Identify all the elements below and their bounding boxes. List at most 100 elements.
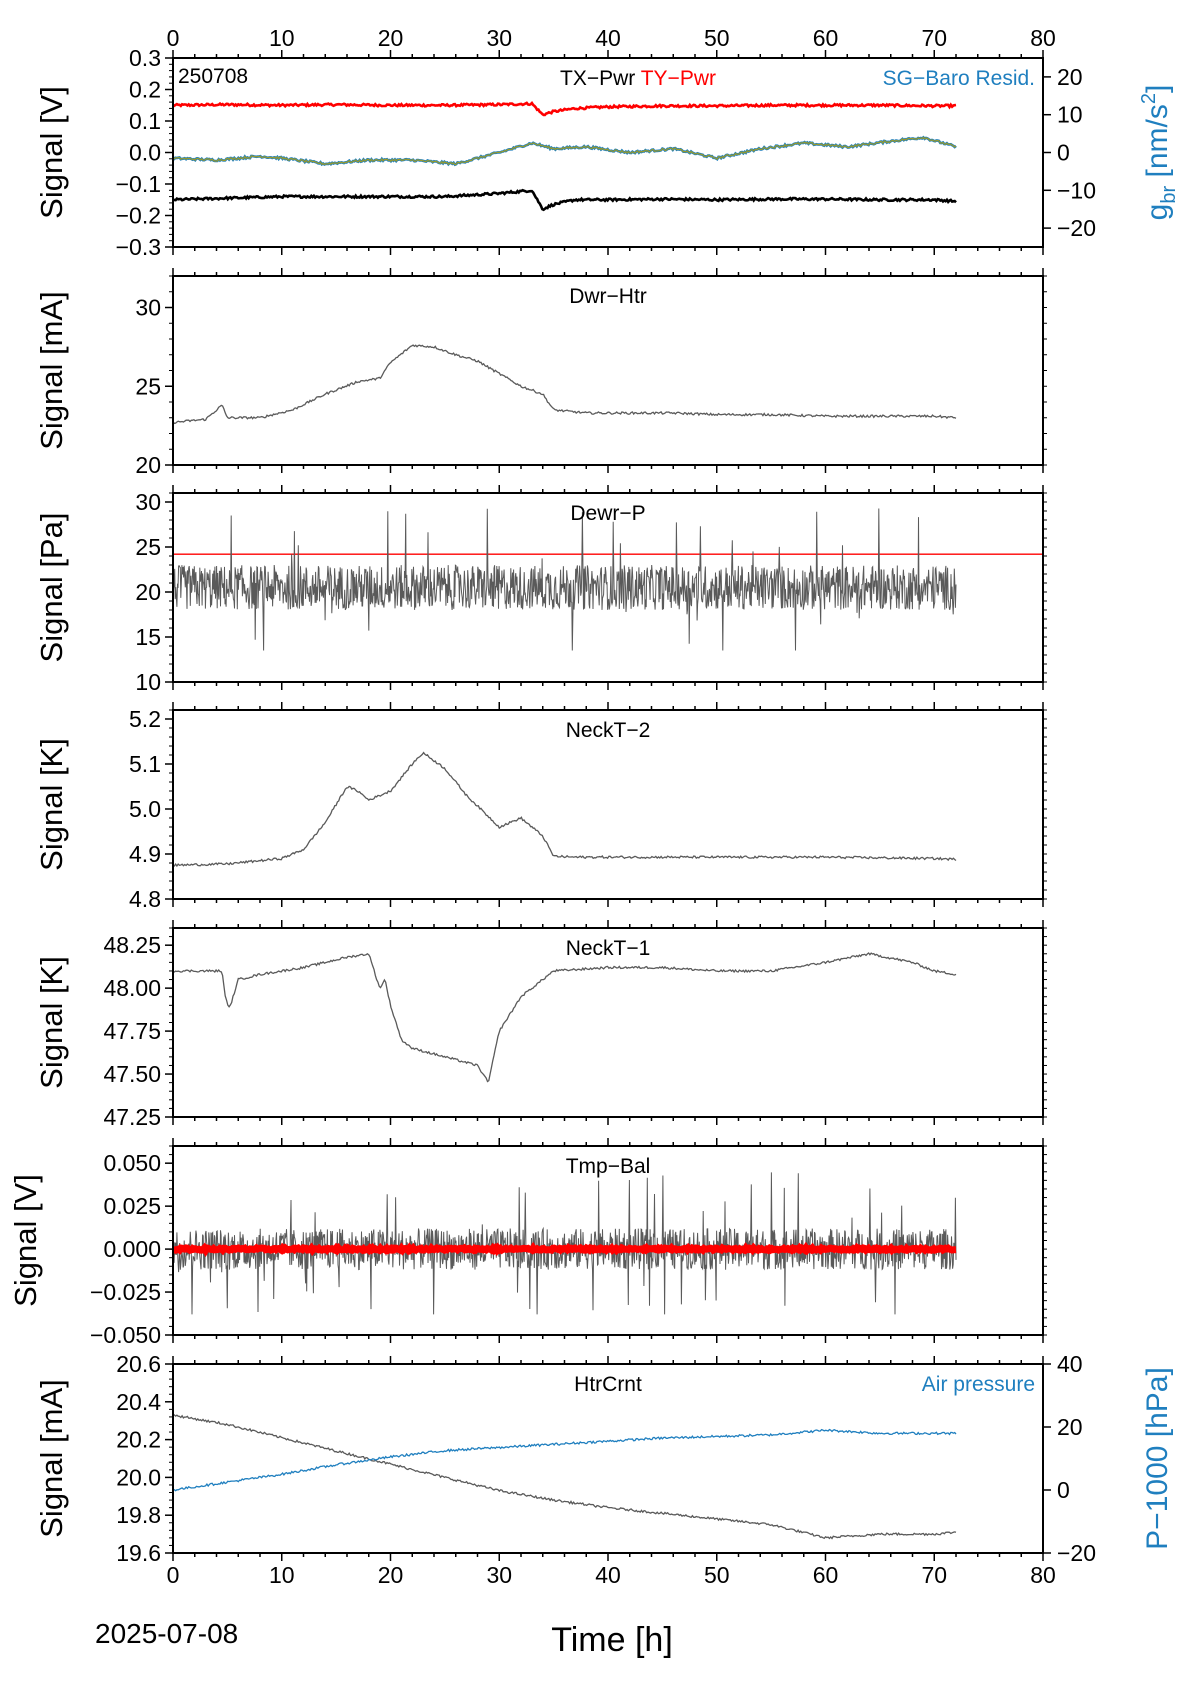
series-0: [173, 508, 957, 651]
series-sg-baro-resid--line: [173, 135, 957, 167]
series-htrcrnt-line: [173, 1413, 957, 1540]
y-axis-label: Signal [K]: [34, 738, 69, 871]
y-axis-label: Signal [V]: [8, 1174, 43, 1307]
y-tick-label: 20.4: [116, 1389, 161, 1415]
x-tick-label-top: 0: [167, 25, 180, 51]
x-tick-label: 50: [704, 1562, 730, 1588]
x-tick-label-top: 70: [921, 25, 947, 51]
panel-p4: 4.8 4.9 5.0 5.1 5.2 Signal [K] NeckT−2: [34, 702, 1047, 912]
x-tick-label: 20: [378, 1562, 404, 1588]
y-tick-label: 25: [135, 534, 161, 560]
series-0-line: [173, 952, 957, 1083]
y-tick-label: −0.050: [90, 1322, 161, 1348]
y-tick-label: 5.1: [129, 751, 161, 777]
panel-title-part: TX−Pwr: [560, 67, 635, 90]
y-tick-label: 30: [135, 489, 161, 515]
right-y-axis-label-part: g: [1141, 204, 1174, 221]
panel-title: Dwr−Htr: [569, 285, 647, 308]
y-axis-label: Signal [K]: [34, 956, 69, 1089]
right-y-tick-label: −20: [1057, 215, 1096, 241]
plot-area: [173, 952, 957, 1083]
panel-p7: 19.6 19.8 20.0 20.2 20.4 20.6 −20 0 20 40 P−1000 […: [34, 1351, 1174, 1588]
x-tick-label-top: 50: [704, 25, 730, 51]
right-y-tick-label: −10: [1057, 177, 1096, 203]
y-tick-label: 20.6: [116, 1351, 161, 1377]
series-sg-baro-resid--model-line: [173, 136, 957, 166]
plot-area: [173, 1413, 957, 1540]
right-y-tick-label: 0: [1057, 1477, 1070, 1503]
legend-label: SG−Baro Resid.: [883, 67, 1035, 90]
y-tick-label: 0.050: [103, 1150, 161, 1176]
date-label: 2025-07-08: [95, 1618, 238, 1649]
y-tick-label: 20: [135, 452, 161, 478]
y-tick-label: 0.0: [129, 140, 161, 166]
plot-area: [173, 1172, 957, 1315]
panel-p6: −0.050 −0.025 0.000 0.025 0.050 Signal [V] Tmp…: [8, 1138, 1047, 1348]
panel-p5: 47.25 47.50 47.75 48.00 48.25 Signal [K] NeckT…: [34, 920, 1047, 1130]
x-tick-label: 30: [486, 1562, 512, 1588]
right-y-tick-label: 20: [1057, 64, 1083, 90]
y-tick-label: 15: [135, 624, 161, 650]
series-tx-pwr-line: [173, 188, 957, 212]
y-tick-label: 4.8: [129, 886, 161, 912]
plot-area: [173, 344, 957, 425]
x-tick-label: 70: [921, 1562, 947, 1588]
panel-title: TX−Pwr TY−Pwr: [560, 67, 716, 90]
y-tick-label: 19.8: [116, 1502, 161, 1528]
panel-p3: 10 15 20 25 30 Signal [Pa] Dewr−P: [34, 485, 1047, 695]
right-y-tick-label: 0: [1057, 140, 1070, 166]
legend-label: Air pressure: [922, 1373, 1035, 1396]
x-tick-label-top: 40: [595, 25, 621, 51]
y-axis-label: Signal [mA]: [34, 1379, 69, 1538]
y-tick-label: 5.2: [129, 706, 161, 732]
x-tick-label: 40: [595, 1562, 621, 1588]
series-ty-pwr-line: [173, 100, 957, 117]
plot-area: [173, 751, 957, 868]
corner-label: 250708: [178, 65, 248, 88]
panel-title: HtrCrnt: [574, 1373, 642, 1396]
right-y-tick-label: 40: [1057, 1351, 1083, 1377]
x-axis-label: Time [h]: [551, 1621, 673, 1659]
y-tick-label: 48.00: [103, 975, 161, 1001]
y-axis-label: Signal [Pa]: [34, 513, 69, 663]
right-y-axis-label-part: [nm/s: [1141, 104, 1174, 186]
y-tick-label: 0.2: [129, 77, 161, 103]
panel-title: Dewr−P: [570, 502, 645, 525]
y-tick-label: 47.25: [103, 1104, 161, 1130]
right-y-tick-label: 10: [1057, 102, 1083, 128]
y-axis-label: Signal [V]: [34, 86, 69, 219]
series-0: [173, 1172, 957, 1315]
y-tick-label: 47.50: [103, 1061, 161, 1087]
x-tick-label-top: 60: [813, 25, 839, 51]
series-1-line: [173, 1241, 957, 1257]
right-y-tick-label: −20: [1057, 1540, 1096, 1566]
y-axis-label: Signal [mA]: [34, 291, 69, 450]
y-tick-label: 19.6: [116, 1540, 161, 1566]
x-tick-label: 0: [167, 1562, 180, 1588]
y-tick-label: 20.2: [116, 1427, 161, 1453]
panel-title: Tmp−Bal: [566, 1155, 651, 1178]
right-y-tick-label: 20: [1057, 1414, 1083, 1440]
y-tick-label: 30: [135, 295, 161, 321]
plot-area: [173, 508, 1043, 651]
plot-area: [173, 100, 957, 212]
panel-title: NeckT−1: [566, 937, 651, 960]
right-y-axis-label-part: br: [1158, 186, 1180, 204]
panel-title-part: TY−Pwr: [635, 67, 716, 90]
y-tick-label: 0.3: [129, 45, 161, 71]
y-tick-label: 47.75: [103, 1018, 161, 1044]
x-tick-label-top: 80: [1030, 25, 1056, 51]
y-tick-label: −0.025: [90, 1279, 161, 1305]
series-0-line: [173, 751, 957, 868]
panel-p2: 20 25 30 Signal [mA] Dwr−Htr: [34, 268, 1047, 478]
y-tick-label: 4.9: [129, 841, 161, 867]
y-tick-label: 48.25: [103, 932, 161, 958]
x-tick-label: 60: [813, 1562, 839, 1588]
y-tick-label: 25: [135, 373, 161, 399]
series-air-pressure-line: [173, 1428, 957, 1492]
y-tick-label: −0.3: [116, 234, 161, 260]
right-y-axis-label-part: ]: [1141, 85, 1174, 93]
y-tick-label: 0.025: [103, 1193, 161, 1219]
